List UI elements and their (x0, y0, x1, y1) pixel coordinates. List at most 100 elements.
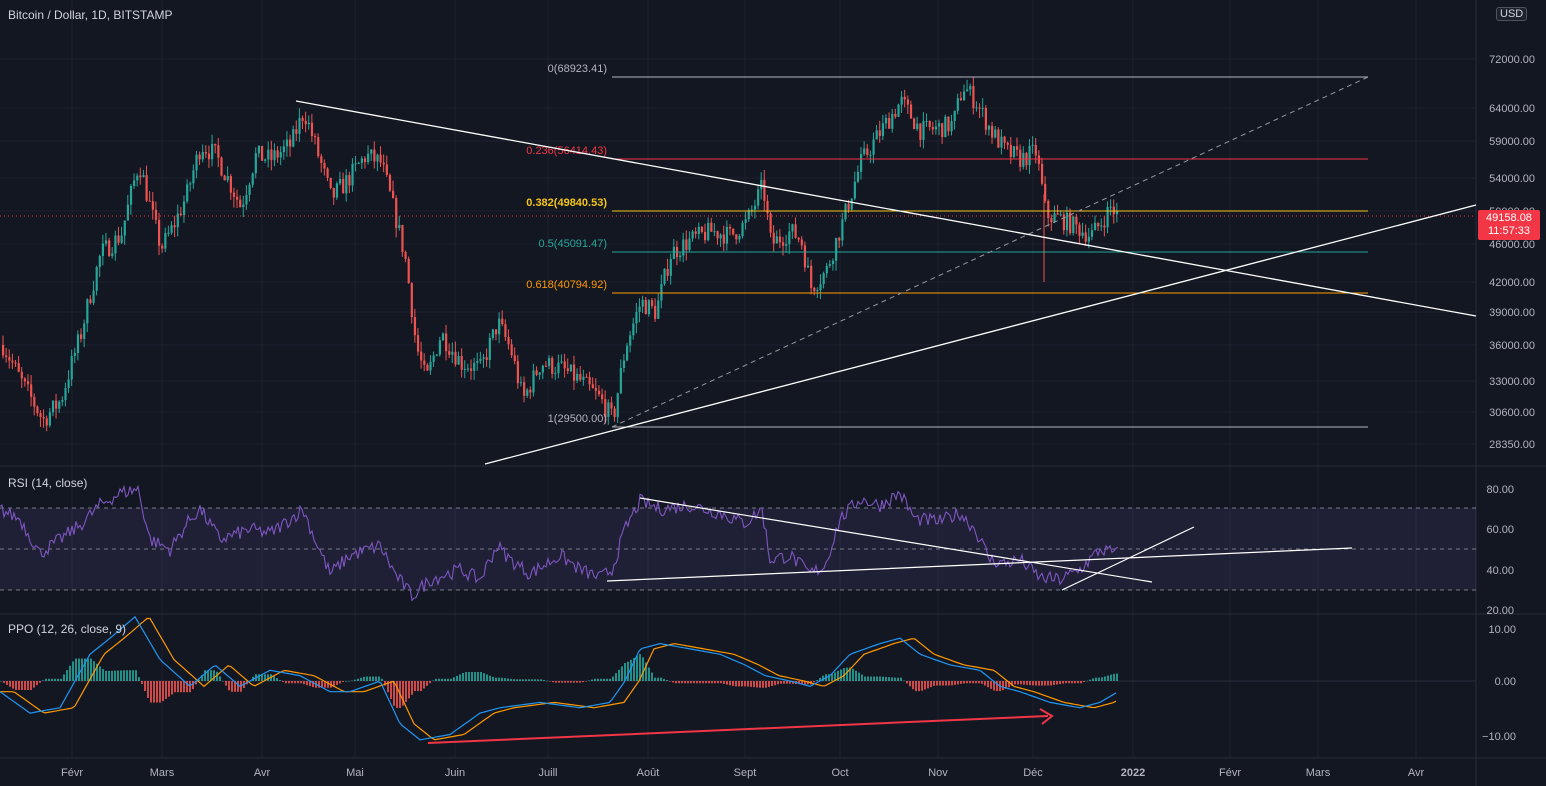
candle-body (420, 351, 423, 361)
ppo-histogram-bar (570, 681, 572, 683)
ppo-histogram-bar (891, 677, 893, 681)
candle-body (544, 365, 548, 367)
ppo-histogram-bar (852, 668, 854, 681)
candle-body (351, 163, 354, 186)
candle-body (666, 268, 669, 276)
ppo-histogram-bar (216, 671, 218, 681)
ppo-histogram-bar (648, 667, 650, 681)
ppo-histogram-bar (513, 679, 515, 681)
ppo-histogram-bar (156, 681, 158, 703)
candle-body (629, 335, 632, 346)
time-tick-label: Avr (1408, 767, 1425, 779)
price-tick-label: 39000.00 (1489, 307, 1535, 319)
ppo-histogram-bar (900, 677, 902, 681)
ppo-histogram-bar (3, 681, 5, 683)
ppo-histogram-bar (231, 681, 233, 692)
ppo-histogram-bar (609, 678, 611, 681)
candle-body (672, 246, 675, 260)
candle-body (875, 130, 878, 140)
candle-body (460, 355, 463, 370)
ppo-histogram-bar (15, 681, 17, 690)
ppo-signal-line (0, 617, 1117, 741)
ppo-histogram-bar (702, 681, 704, 684)
candle-body (551, 358, 554, 374)
ppo-histogram-bar (483, 673, 485, 681)
ppo-histogram-bar (387, 681, 389, 693)
candle-body (314, 136, 317, 138)
ppo-histogram-bar (336, 681, 338, 685)
ppo-histogram-bar (951, 681, 953, 686)
candle-body (404, 251, 407, 259)
candle-body (95, 267, 98, 291)
ppo-tick-label: 0.00 (1495, 676, 1516, 688)
candle-body (55, 400, 58, 409)
candle-body (64, 388, 67, 401)
candle-body (953, 110, 956, 122)
candle-body (295, 129, 298, 134)
ppo-histogram-bar (855, 670, 857, 681)
candle-body (769, 213, 772, 233)
ppo-histogram-bar (597, 678, 599, 681)
candle-body (236, 196, 239, 200)
candle-body (257, 145, 261, 154)
ppo-histogram-bar (1026, 681, 1028, 685)
ppo-histogram-bar (1011, 681, 1013, 686)
ppo-histogram-bar (957, 681, 959, 685)
candle-body (426, 364, 429, 371)
candle-body (978, 107, 981, 109)
candle-body (1065, 212, 1069, 231)
ppo-histogram-bar (945, 681, 947, 686)
candle-body (145, 175, 148, 201)
candle-body (891, 113, 894, 129)
ppo-histogram-bar (12, 681, 14, 689)
ppo-histogram-bar (177, 681, 179, 693)
candle-body (660, 283, 663, 301)
descending-trendline (295, 100, 1477, 317)
ppo-histogram-bar (753, 681, 755, 688)
ppo-histogram-bar (453, 677, 455, 681)
ppo-histogram-bar (141, 681, 143, 685)
ppo-histogram-bar (144, 681, 146, 692)
candle-body (563, 361, 566, 369)
ppo-histogram-bar (1023, 681, 1025, 685)
candle-body (507, 336, 510, 345)
candle-body (117, 235, 120, 243)
candle-body (498, 318, 501, 335)
ppo-histogram-bar (450, 678, 452, 681)
candle-body (373, 149, 376, 162)
ppo-histogram-bar (885, 676, 887, 681)
ppo-tick-label: −10.00 (1482, 731, 1516, 743)
ppo-histogram-bar (438, 678, 440, 681)
candle-body (220, 157, 223, 176)
currency-badge[interactable]: USD (1496, 7, 1528, 21)
candle-body (785, 244, 788, 246)
candle-body (835, 237, 838, 261)
ppo-histogram-bar (72, 661, 74, 681)
ppo-histogram-bar (234, 681, 236, 692)
time-tick-label: 2022 (1121, 767, 1145, 779)
ppo-histogram-bar (225, 681, 227, 686)
candle-body (251, 173, 254, 185)
ppo-histogram-bar (147, 681, 149, 698)
ppo-histogram-bar (30, 681, 32, 690)
ppo-histogram-bar (771, 681, 773, 687)
candle-body (320, 156, 323, 163)
ppo-histogram-bar (423, 681, 425, 689)
candle-body (192, 170, 195, 184)
candle-body (67, 379, 70, 389)
candle-body (962, 91, 966, 101)
ppo-histogram-bar (321, 681, 323, 688)
ppo-histogram-bar (552, 681, 554, 683)
candle-body (1072, 216, 1075, 234)
rsi-tick-label: 40.00 (1486, 565, 1514, 577)
ppo-line (0, 615, 1117, 741)
candle-body (126, 204, 129, 221)
candle-body (36, 406, 39, 414)
ppo-histogram-bar (411, 681, 413, 695)
divergence-arrow-line (427, 715, 1049, 744)
candle-body (323, 162, 326, 169)
ppo-histogram-bar (111, 670, 113, 681)
ppo-histogram-bar (354, 679, 356, 681)
ppo-histogram-bar (264, 674, 266, 681)
